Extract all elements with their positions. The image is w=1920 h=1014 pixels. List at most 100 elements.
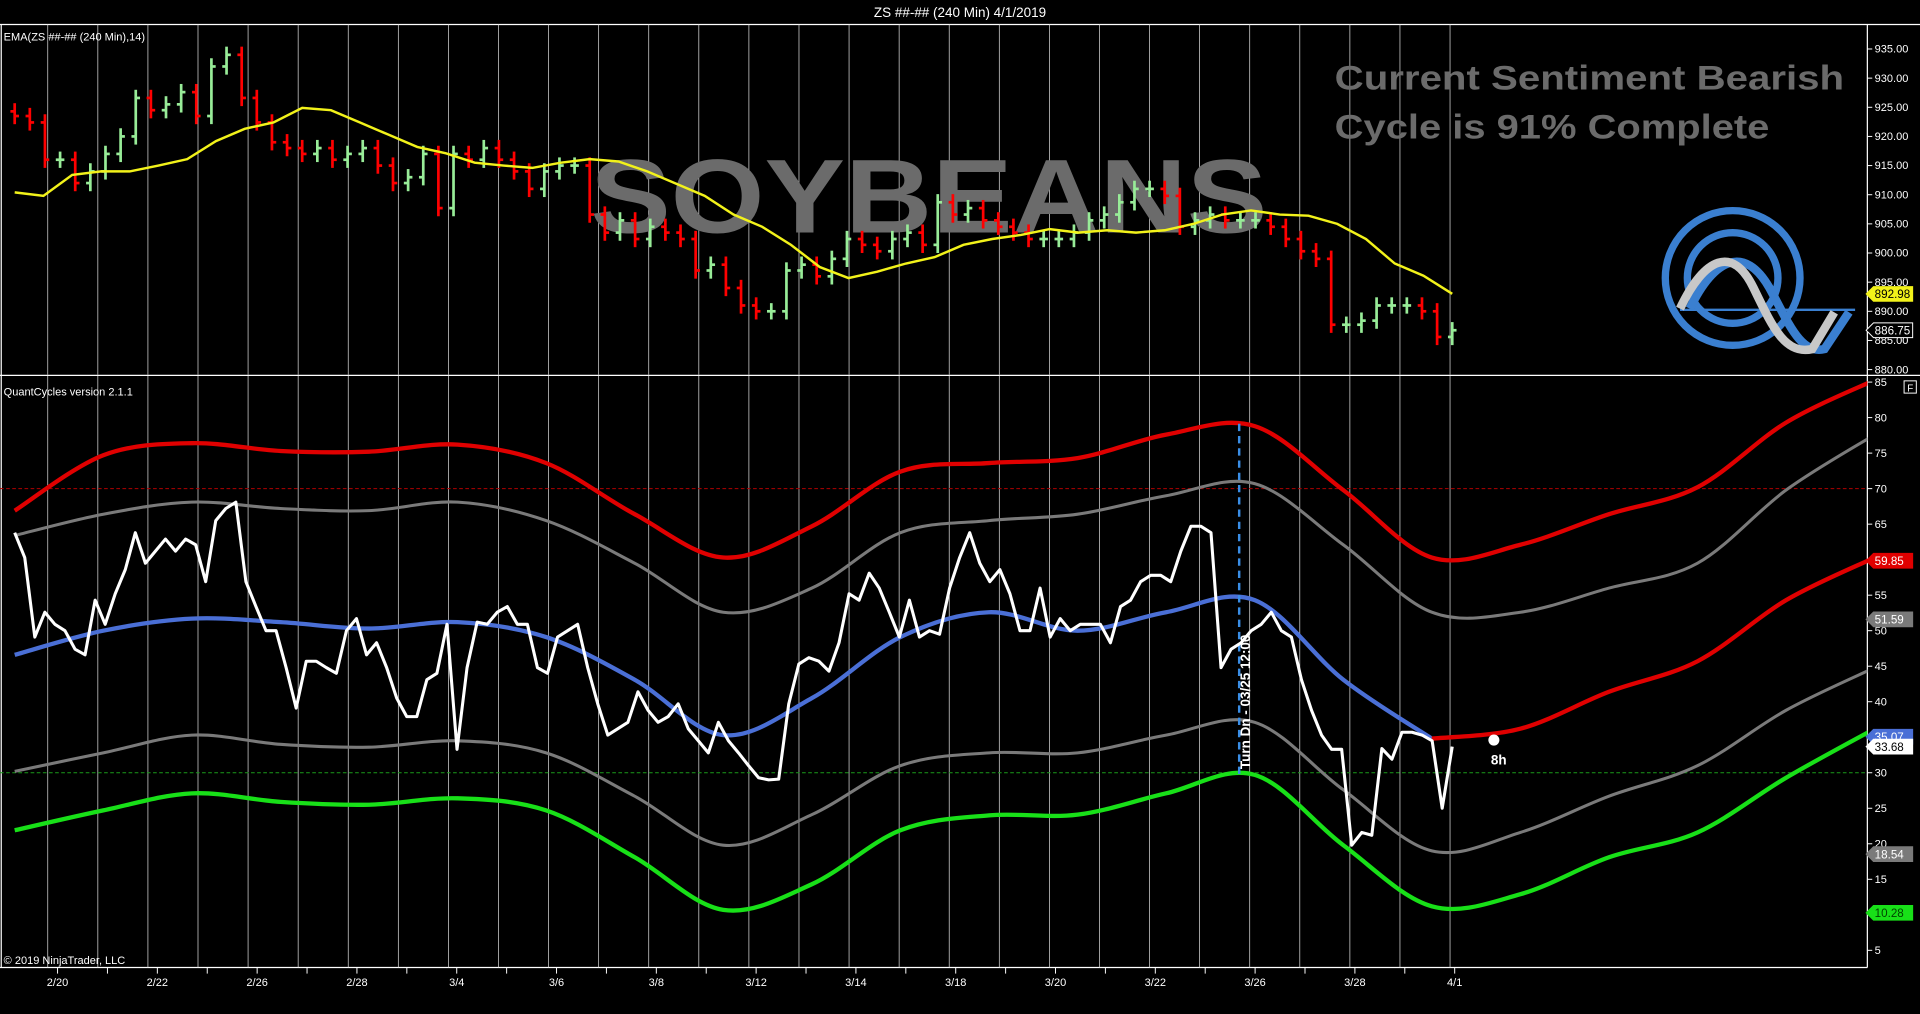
price-bar	[10, 103, 19, 125]
price-bar	[1372, 297, 1381, 329]
price-bars	[10, 46, 1457, 346]
lower-band	[14, 730, 1868, 913]
price-bar	[252, 89, 262, 131]
price-bar	[207, 58, 216, 125]
last-price-tag-text: 886.75	[1875, 325, 1911, 338]
price-bar	[1236, 212, 1245, 229]
ema-line	[14, 106, 1453, 295]
price-bar	[146, 89, 156, 119]
x-tick-label: 3/26	[1244, 977, 1265, 989]
oscillator-tick-label: 75	[1875, 448, 1887, 460]
price-bar	[1417, 297, 1427, 320]
price-bar	[494, 139, 504, 168]
price-bar	[767, 303, 776, 320]
price-bar	[1326, 250, 1336, 333]
x-tick-label: 3/28	[1344, 977, 1365, 989]
price-bar	[1342, 316, 1351, 333]
x-tick-label: 2/20	[47, 977, 68, 989]
oscillator-tick-label: 50	[1875, 625, 1887, 637]
price-bar	[1296, 230, 1306, 260]
price-bar	[797, 256, 806, 279]
price-bar	[540, 163, 549, 198]
price-tick-label: 920.00	[1875, 131, 1909, 143]
sentiment-line-2: Cycle is 91% Complete	[1335, 108, 1770, 146]
price-bar	[1266, 212, 1275, 235]
price-bar	[328, 139, 337, 168]
price-tick-label: 885.00	[1875, 335, 1909, 347]
price-bar	[1432, 303, 1442, 346]
x-tick-label: 3/8	[649, 977, 664, 989]
oscillator-value-tag-shape	[1865, 611, 1914, 628]
price-tick-label: 895.00	[1875, 277, 1909, 289]
price-bar	[343, 145, 352, 168]
price-bar	[176, 83, 186, 113]
oscillator-tick-label: 30	[1875, 767, 1887, 779]
price-bar	[645, 218, 655, 248]
price-bar	[373, 139, 383, 174]
x-tick-label: 3/4	[449, 977, 464, 989]
x-tick-label: 3/18	[945, 977, 966, 989]
oscillator-value-tag: 51.59	[1865, 611, 1914, 628]
price-axis: 880.00 885.00 890.00 895.00 900.00 905.00 910.…	[1867, 44, 1909, 376]
price-bar	[963, 199, 973, 223]
oscillator-tick-label: 45	[1875, 661, 1887, 673]
price-bar	[40, 114, 50, 168]
price-bar	[978, 199, 988, 229]
center-band-projection	[1431, 558, 1868, 741]
x-axis: 2/20 2/22 2/26 2/28 3/4 3/6 3/8 3/12 3/14 3/18 3/2…	[47, 967, 1462, 989]
oscillator-value-tag-text: 10.28	[1875, 907, 1904, 920]
oscillator-tick-label: 5	[1875, 945, 1881, 957]
flag-button[interactable]: F	[1903, 380, 1917, 394]
oscillator-tick-label: 85	[1875, 377, 1887, 389]
price-tick-label: 915.00	[1875, 160, 1909, 172]
price-tick-label: 910.00	[1875, 189, 1909, 201]
oscillator-panel: Turn Dn - 03/25 12:00 8h	[0, 380, 1868, 913]
x-tick-label: 2/22	[147, 977, 168, 989]
x-tick-label: 2/26	[246, 977, 267, 989]
price-tick-label: 925.00	[1875, 102, 1909, 114]
price-bar	[388, 157, 398, 192]
projection-label: 8h	[1491, 753, 1507, 768]
price-bar	[1115, 194, 1124, 223]
price-bar	[358, 139, 368, 163]
last-price-tag: 886.75	[1865, 322, 1914, 339]
x-tick-label: 2/28	[346, 977, 367, 989]
oscillator-value-tag-shape	[1865, 904, 1914, 921]
x-tick-label: 3/20	[1045, 977, 1066, 989]
price-bar	[782, 262, 791, 320]
price-bar	[903, 224, 912, 248]
copyright: © 2019 NinjaTrader, LLC	[4, 955, 126, 967]
oscillator-tick-label: 70	[1875, 483, 1887, 495]
price-bar	[827, 250, 837, 285]
price-bar	[1387, 297, 1397, 314]
price-bar	[872, 236, 882, 260]
oscillator-value-tag-shape	[1865, 846, 1914, 862]
price-bar	[313, 139, 322, 163]
projection-point	[1488, 734, 1500, 746]
price-bar	[434, 145, 443, 217]
price-bar	[116, 128, 125, 163]
oscillator-value-tag: 33.68	[1865, 738, 1914, 755]
x-tick-label: 3/14	[845, 977, 866, 989]
price-bar	[25, 107, 35, 131]
price-bar	[661, 218, 670, 241]
quantcycles-indicator-label: QuantCycles version 2.1.1	[4, 387, 133, 399]
x-tick-label: 4/1	[1447, 977, 1462, 989]
price-bar	[555, 157, 564, 180]
oscillator-tick-label: 40	[1875, 696, 1887, 708]
price-tick-label: 930.00	[1875, 73, 1909, 85]
oscillator-tick-label: 15	[1875, 874, 1887, 886]
price-bar	[585, 157, 595, 223]
watermark-soybeans: SOYBEANS	[590, 139, 1267, 256]
oscillator-tick-label: 65	[1875, 519, 1887, 531]
price-bar	[1447, 322, 1457, 346]
price-bar	[70, 151, 80, 192]
x-tick-label: 3/22	[1145, 977, 1166, 989]
upper-outer-band	[14, 437, 1868, 620]
oscillator-value-tag-shape	[1865, 738, 1914, 755]
price-bar	[948, 194, 958, 223]
oscillator-tick-label: 80	[1875, 412, 1887, 424]
flag-button-label[interactable]: F	[1907, 383, 1913, 394]
